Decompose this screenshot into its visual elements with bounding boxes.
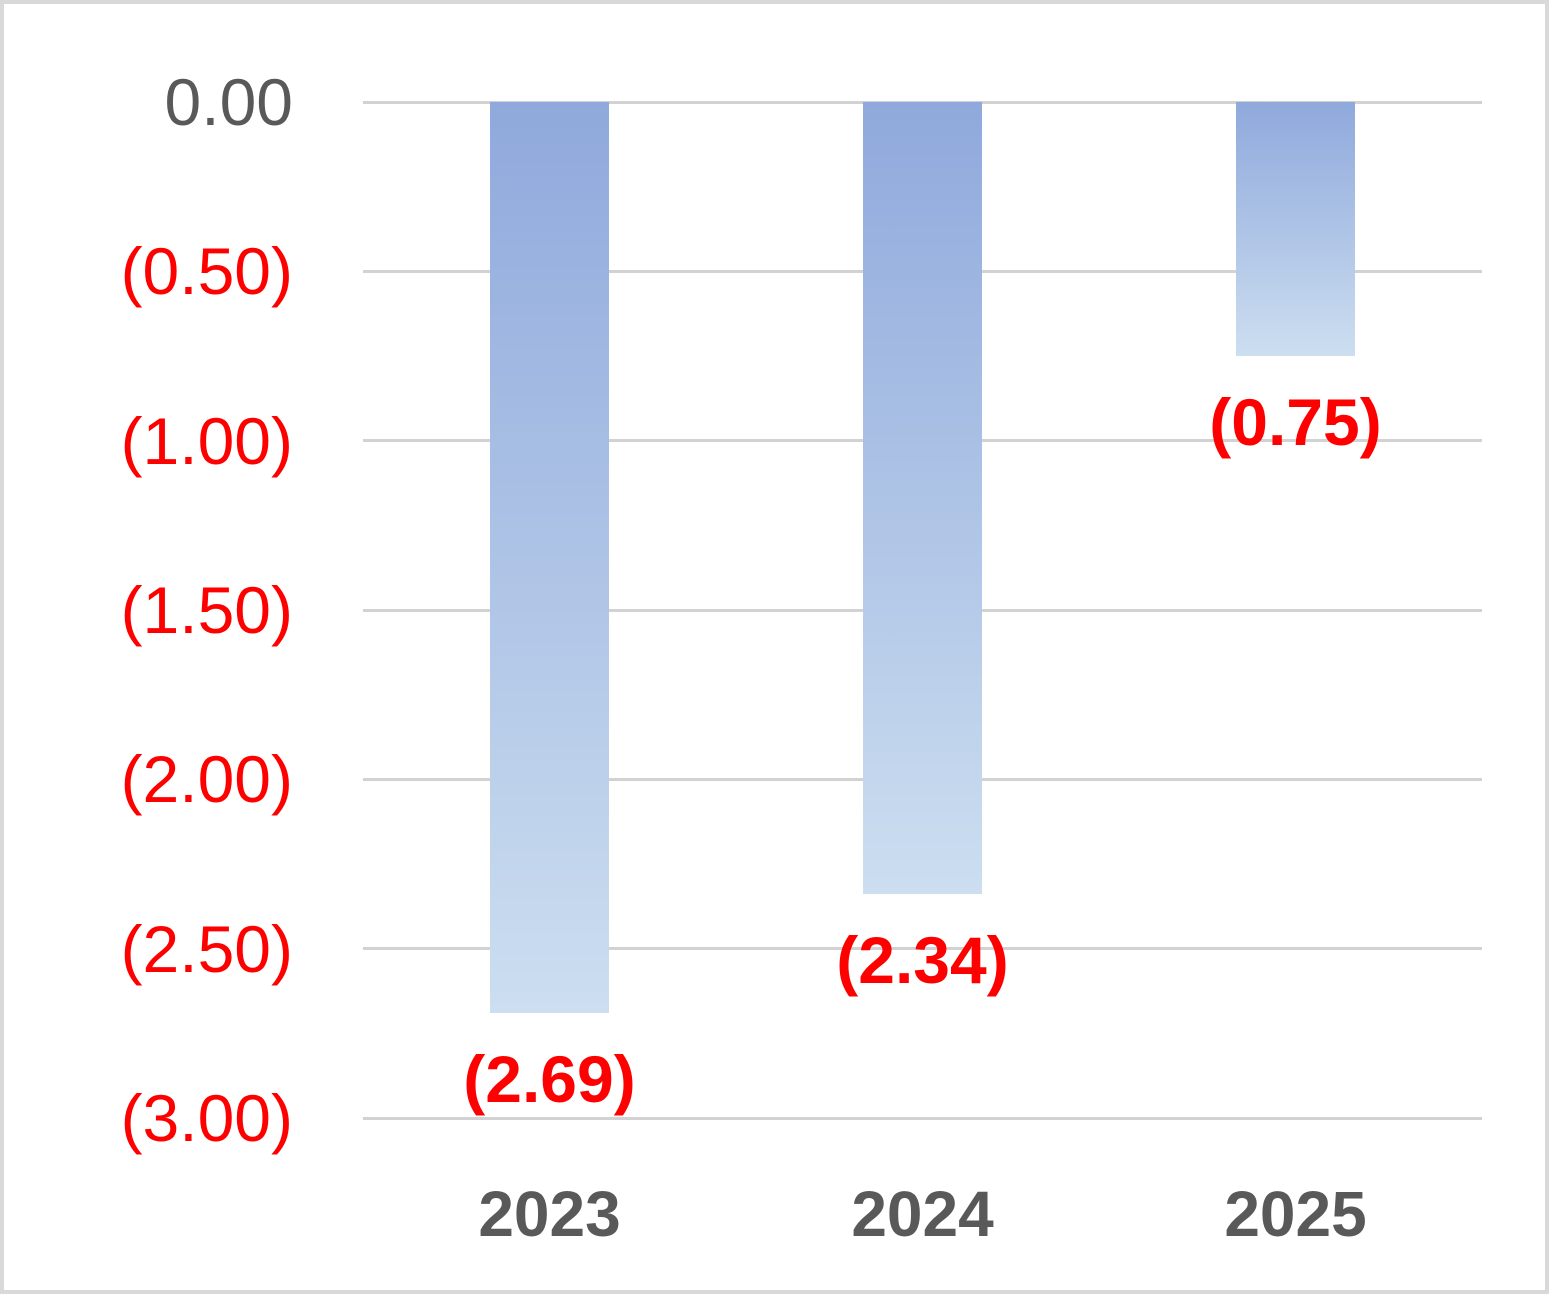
y-axis-tick-label: (1.50) xyxy=(120,573,293,647)
y-axis-tick-label: (2.50) xyxy=(120,911,293,986)
gridline xyxy=(363,947,1482,951)
gridline xyxy=(363,1116,1482,1120)
x-axis-category-label: 2023 xyxy=(478,1178,621,1250)
bar-data-label: (2.34) xyxy=(836,923,1009,998)
y-axis-tick-label: (2.00) xyxy=(120,742,293,817)
bar-2023 xyxy=(490,102,609,1014)
bar-data-label: (2.69) xyxy=(463,1042,636,1117)
bar-2024 xyxy=(863,102,982,895)
y-axis-tick-label: 0.00 xyxy=(164,65,293,139)
x-axis-category-label: 2025 xyxy=(1224,1178,1367,1250)
y-axis-tick-label: (1.00) xyxy=(120,403,293,478)
x-axis-category-label: 2024 xyxy=(851,1178,994,1250)
bar-2025 xyxy=(1236,102,1355,356)
bar-data-label: (0.75) xyxy=(1209,385,1382,459)
y-axis-tick-label: (0.50) xyxy=(120,234,293,309)
y-axis-tick-label: (3.00) xyxy=(120,1081,293,1155)
